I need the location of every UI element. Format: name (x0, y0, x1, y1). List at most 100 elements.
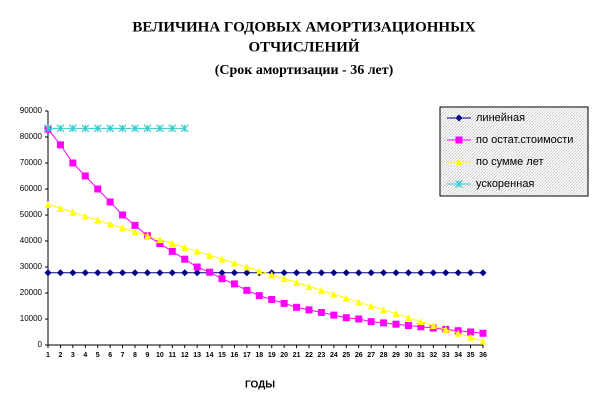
marker (367, 269, 375, 277)
marker (131, 228, 139, 236)
marker (69, 269, 77, 277)
marker (305, 282, 313, 290)
marker (44, 124, 52, 133)
marker (119, 269, 127, 277)
x-tick-label: 24 (330, 352, 338, 359)
marker (293, 269, 301, 277)
marker (81, 172, 89, 180)
x-tick-label: 7 (121, 352, 125, 359)
marker (342, 294, 350, 302)
marker (131, 221, 139, 229)
marker (156, 269, 164, 277)
marker (56, 204, 64, 212)
marker (94, 269, 102, 277)
x-tick-label: 25 (342, 352, 350, 359)
y-tick-label: 40000 (20, 236, 43, 245)
x-tick-label: 15 (218, 352, 226, 359)
marker (230, 259, 238, 267)
marker (193, 247, 201, 255)
marker (206, 268, 214, 276)
x-tick-label: 17 (243, 352, 251, 359)
marker (268, 271, 276, 279)
x-tick-label: 10 (156, 352, 164, 359)
marker (305, 269, 313, 277)
chart-subtitle: (Срок амортизации - 36 лет) (215, 63, 394, 78)
marker (442, 325, 450, 333)
marker (417, 318, 425, 326)
y-tick-label: 70000 (20, 158, 43, 167)
marker (218, 255, 226, 263)
marker (94, 216, 102, 224)
marker (68, 124, 77, 133)
marker (81, 269, 89, 277)
x-tick-label: 4 (83, 352, 87, 359)
marker (454, 329, 462, 337)
x-tick-label: 2 (58, 352, 62, 359)
marker (168, 247, 176, 255)
x-tick-label: 30 (405, 352, 413, 359)
marker (255, 292, 263, 300)
marker (193, 269, 201, 277)
marker (429, 269, 437, 277)
marker (106, 198, 114, 206)
marker (305, 306, 313, 314)
marker (417, 269, 425, 277)
marker (155, 124, 164, 133)
marker (143, 269, 151, 277)
marker (479, 269, 487, 277)
marker (56, 269, 64, 277)
x-tick-label: 9 (145, 352, 149, 359)
marker (230, 269, 238, 277)
x-tick-label: 22 (305, 352, 313, 359)
x-tick-label: 3 (71, 352, 75, 359)
marker (317, 286, 325, 294)
marker (44, 200, 52, 208)
marker (404, 269, 412, 277)
marker (81, 212, 89, 220)
marker (181, 243, 189, 251)
marker (69, 208, 77, 216)
x-tick-label: 35 (467, 352, 475, 359)
marker (44, 269, 52, 277)
y-tick-label: 90000 (20, 106, 43, 115)
marker (243, 286, 251, 294)
marker (81, 124, 90, 133)
y-tick-label: 0 (38, 340, 43, 349)
marker (392, 320, 400, 328)
marker (380, 306, 388, 314)
x-tick-label: 5 (96, 352, 100, 359)
marker (143, 232, 151, 240)
marker (392, 310, 400, 318)
marker (317, 309, 325, 316)
marker (330, 269, 338, 277)
marker (479, 329, 487, 337)
marker (255, 267, 263, 275)
marker (193, 263, 201, 271)
marker (156, 240, 164, 248)
x-tick-label: 26 (355, 352, 363, 359)
x-tick-label: 18 (255, 352, 263, 359)
marker (218, 275, 226, 283)
marker (69, 159, 77, 167)
x-tick-label: 29 (392, 352, 400, 359)
marker (467, 269, 475, 277)
marker (454, 269, 462, 277)
x-tick-label: 32 (429, 352, 437, 359)
marker (106, 124, 115, 133)
marker (268, 296, 276, 303)
x-tick-label: 36 (479, 352, 487, 359)
legend-label: линейная (476, 112, 525, 124)
marker (455, 136, 463, 144)
marker (442, 269, 450, 277)
x-tick-label: 27 (367, 352, 375, 359)
marker (280, 275, 288, 283)
x-tick-label: 23 (318, 352, 326, 359)
marker (56, 141, 64, 149)
marker (455, 180, 463, 188)
x-tick-label: 20 (280, 352, 288, 359)
x-tick-label: 19 (268, 352, 276, 359)
marker (156, 236, 164, 244)
marker (181, 269, 189, 277)
x-tick-label: 12 (181, 352, 189, 359)
